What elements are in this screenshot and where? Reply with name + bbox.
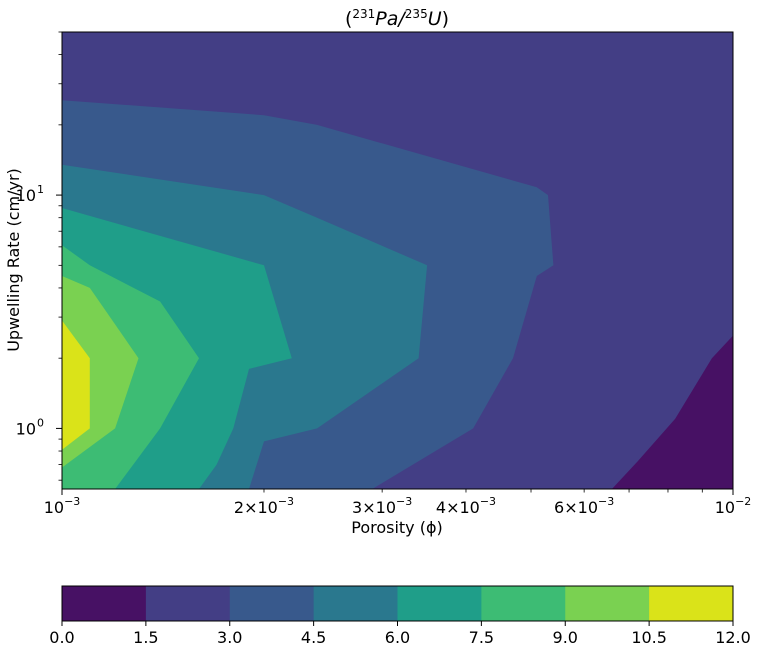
- y-tick-exponent: 0: [37, 416, 44, 429]
- colorbar-tick-label: 7.5: [469, 628, 494, 647]
- colorbar-swatch: [313, 586, 399, 621]
- colorbar-tick-label: 9.0: [553, 628, 578, 647]
- colorbar-tick-label: 1.5: [133, 628, 158, 647]
- x-axis-label: Porosity (ϕ): [351, 518, 443, 537]
- plot-frame: [61, 31, 734, 490]
- y-tick-label: 10: [16, 419, 36, 438]
- y-axis-label: Upwelling Rate (cm/yr): [4, 168, 23, 352]
- x-tick-label: 6×10−3: [554, 495, 614, 517]
- colorbar-swatch: [145, 586, 231, 621]
- colorbar: [62, 586, 734, 621]
- x-tick-label: 10−3: [44, 495, 81, 517]
- colorbar-tick-label: 6.0: [385, 628, 410, 647]
- colorbar-ticks: 0.0 1.5 3.0 4.5 6.0 7.5 9.0 10.5 12.0: [49, 621, 751, 647]
- chart-title: (231Pa/235U): [345, 7, 449, 30]
- colorbar-tick-label: 3.0: [217, 628, 242, 647]
- region-level-7: [62, 320, 90, 450]
- colorbar-swatch: [565, 586, 650, 621]
- x-tick-label: 4×10−3: [436, 495, 496, 517]
- x-axis-ticks: 10−3 10−2 2×10−3 3×10−3 4×10−3 6×10−3: [44, 489, 752, 517]
- colorbar-swatch: [397, 586, 482, 621]
- x-tick-label: 3×10−3: [352, 495, 412, 517]
- colorbar-tick-label: 0.0: [49, 628, 74, 647]
- colorbar-swatch: [229, 586, 315, 621]
- y-tick-exponent: 1: [37, 183, 44, 196]
- contour-regions: [62, 32, 733, 489]
- x-tick-label: 10−2: [715, 495, 752, 517]
- colorbar-tick-label: 10.5: [631, 628, 667, 647]
- colorbar-swatch: [62, 586, 147, 621]
- colorbar-tick-label: 12.0: [715, 628, 751, 647]
- colorbar-swatch: [649, 586, 734, 621]
- x-tick-label: 2×10−3: [234, 495, 294, 517]
- colorbar-swatch: [481, 586, 566, 621]
- colorbar-tick-label: 4.5: [301, 628, 326, 647]
- y-tick-label: 10: [16, 186, 36, 205]
